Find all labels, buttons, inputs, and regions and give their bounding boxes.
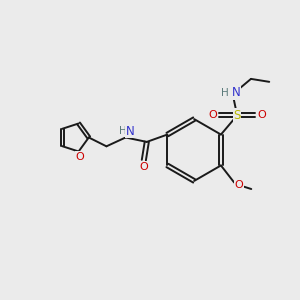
Text: O: O <box>234 181 243 190</box>
Text: O: O <box>76 152 84 162</box>
Text: H: H <box>119 126 127 136</box>
Text: N: N <box>232 86 241 99</box>
Text: O: O <box>140 162 148 172</box>
Text: N: N <box>126 124 134 137</box>
Text: S: S <box>233 109 241 122</box>
Text: H: H <box>220 88 228 98</box>
Text: O: O <box>208 110 217 120</box>
Text: O: O <box>257 110 266 120</box>
